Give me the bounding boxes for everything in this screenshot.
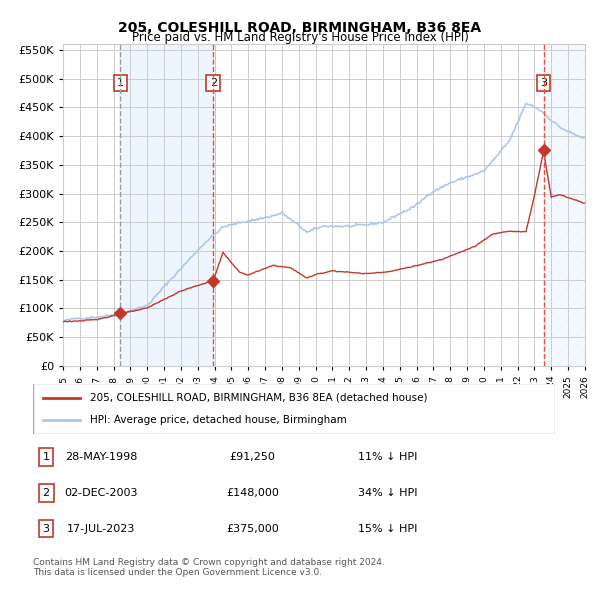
Text: £91,250: £91,250 — [229, 452, 275, 462]
Text: Price paid vs. HM Land Registry's House Price Index (HPI): Price paid vs. HM Land Registry's House … — [131, 31, 469, 44]
Bar — [121, 44, 213, 366]
Bar — [544, 44, 585, 366]
Text: 205, COLESHILL ROAD, BIRMINGHAM, B36 8EA: 205, COLESHILL ROAD, BIRMINGHAM, B36 8EA — [118, 21, 482, 35]
Text: 17-JUL-2023: 17-JUL-2023 — [67, 523, 135, 533]
Text: 15% ↓ HPI: 15% ↓ HPI — [358, 523, 418, 533]
Text: 3: 3 — [540, 78, 547, 88]
Text: £148,000: £148,000 — [226, 488, 278, 497]
Text: Contains HM Land Registry data © Crown copyright and database right 2024.
This d: Contains HM Land Registry data © Crown c… — [33, 558, 385, 577]
Text: HPI: Average price, detached house, Birmingham: HPI: Average price, detached house, Birm… — [91, 415, 347, 425]
Text: 11% ↓ HPI: 11% ↓ HPI — [358, 452, 418, 462]
Text: 02-DEC-2003: 02-DEC-2003 — [64, 488, 137, 497]
Text: £375,000: £375,000 — [226, 523, 278, 533]
Text: 34% ↓ HPI: 34% ↓ HPI — [358, 488, 418, 497]
FancyBboxPatch shape — [33, 384, 555, 434]
Text: 3: 3 — [43, 523, 50, 533]
Text: 2: 2 — [43, 488, 50, 497]
Text: 2: 2 — [209, 78, 217, 88]
Text: 1: 1 — [117, 78, 124, 88]
Text: 205, COLESHILL ROAD, BIRMINGHAM, B36 8EA (detached house): 205, COLESHILL ROAD, BIRMINGHAM, B36 8EA… — [91, 392, 428, 402]
Text: 28-MAY-1998: 28-MAY-1998 — [65, 452, 137, 462]
Text: 1: 1 — [43, 452, 50, 462]
